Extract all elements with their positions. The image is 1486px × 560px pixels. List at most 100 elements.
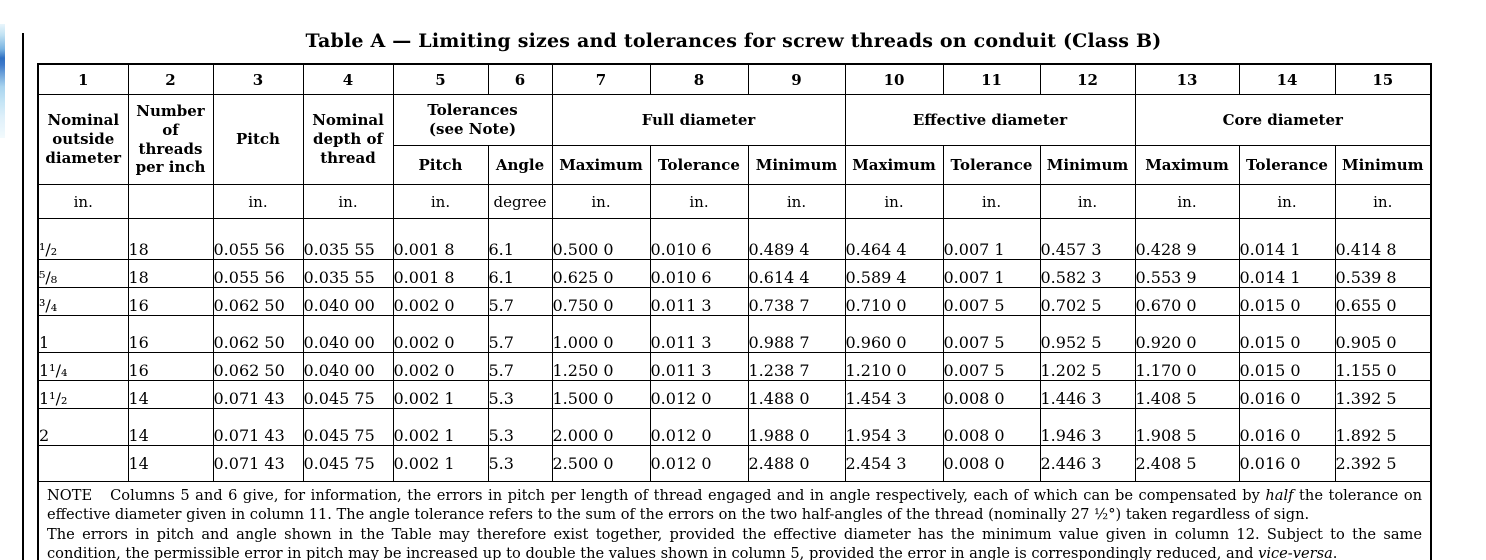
data-cell: 0.539 8 <box>1334 259 1432 288</box>
data-cell: 0.062 50 <box>212 315 304 353</box>
column-number: 10 <box>844 63 944 95</box>
unit-cell: in. <box>212 184 304 219</box>
column-number: 4 <box>302 63 394 95</box>
column-number: 5 <box>392 63 489 95</box>
data-cell: 0.012 0 <box>649 445 749 482</box>
data-cell: 2.000 0 <box>551 408 651 446</box>
data-cell: 14 <box>127 380 214 409</box>
data-cell: 0.738 7 <box>747 287 846 316</box>
note-text: The errors in pitch and angle shown in t… <box>47 525 1422 560</box>
data-cell: 18 <box>127 218 214 260</box>
data-cell: 0.589 4 <box>844 259 944 288</box>
header-nominal-depth-of-thread: Nominal depth of thread <box>302 94 394 185</box>
note-italic-half: half <box>1265 487 1294 504</box>
data-cell: 14 <box>127 445 214 482</box>
data-cell: 0.045 75 <box>302 408 394 446</box>
note-text: the tolerance on effective diameter give… <box>47 487 1423 524</box>
unit-cell: in. <box>844 184 944 219</box>
data-cell: 0.015 0 <box>1238 315 1336 353</box>
data-cell: 0.002 1 <box>392 380 489 409</box>
note-row: NOTE Columns 5 and 6 give, for informatio… <box>37 480 1432 560</box>
unit-cell: in. <box>1039 184 1136 219</box>
data-cell: 0.071 43 <box>212 380 304 409</box>
data-cell: 0.457 3 <box>1039 218 1136 260</box>
data-cell: 0.007 5 <box>942 315 1041 353</box>
data-cell: 0.055 56 <box>212 218 304 260</box>
table-row: 14 0.071 43 0.045 75 0.002 1 5.3 2.500 0 0.012… <box>37 445 1432 482</box>
unit-cell: degree <box>487 184 553 219</box>
data-cell: 0.414 8 <box>1334 218 1432 260</box>
unit-cell: in. <box>392 184 489 219</box>
data-cell: 1.000 0 <box>551 315 651 353</box>
units-row: in. in. in. in. degree in. in. in. in. in. in. in. i… <box>37 184 1432 219</box>
subheader-tolerance-pitch: Pitch <box>392 145 489 185</box>
data-cell: 0.016 0 <box>1238 380 1336 409</box>
column-number: 13 <box>1134 63 1240 95</box>
data-cell: 5.7 <box>487 287 553 316</box>
data-cell: 0.007 5 <box>942 352 1041 381</box>
data-cell: 0.614 4 <box>747 259 846 288</box>
column-number: 11 <box>942 63 1041 95</box>
header-nominal-outside-diameter: Nominal outside diameter <box>37 94 129 185</box>
data-cell: 0.464 4 <box>844 218 944 260</box>
data-cell: 0.960 0 <box>844 315 944 353</box>
data-cell: 0.012 0 <box>649 380 749 409</box>
table-title: Table A — Limiting sizes and tolerances … <box>305 30 1162 52</box>
data-cell: 0.015 0 <box>1238 287 1336 316</box>
data-cell: 0.670 0 <box>1134 287 1240 316</box>
header-core-diameter-group: Core diameter <box>1134 94 1432 146</box>
header-full-diameter-group: Full diameter <box>551 94 846 146</box>
data-cell: 0.040 00 <box>302 352 394 381</box>
data-cell: 0.062 50 <box>212 287 304 316</box>
data-cell: 5.3 <box>487 408 553 446</box>
group-header-row: Nominal outside diameter Number of threa… <box>37 94 1432 185</box>
data-cell: 1.892 5 <box>1334 408 1432 446</box>
column-number: 6 <box>487 63 553 95</box>
table-body: ¹/₂ 18 0.055 56 0.035 55 0.001 8 6.1 0.500 0 0.… <box>37 218 1432 482</box>
data-cell: 0.015 0 <box>1238 352 1336 381</box>
data-cell: 0.011 3 <box>649 352 749 381</box>
data-cell: 0.428 9 <box>1134 218 1240 260</box>
header-pitch: Pitch <box>212 94 304 185</box>
data-cell: 0.002 0 <box>392 352 489 381</box>
data-cell: 0.750 0 <box>551 287 651 316</box>
note-paragraph-2: The errors in pitch and angle shown in t… <box>47 525 1422 560</box>
column-number: 14 <box>1238 63 1336 95</box>
data-cell: 0.008 0 <box>942 380 1041 409</box>
data-cell: 2.446 3 <box>1039 445 1136 482</box>
data-cell: 1.210 0 <box>844 352 944 381</box>
data-cell: 1.908 5 <box>1134 408 1240 446</box>
data-cell: 1.202 5 <box>1039 352 1136 381</box>
header-effective-diameter-group: Effective diameter <box>844 94 1136 146</box>
data-cell: ⁵/₈ <box>37 259 129 288</box>
note-label: NOTE <box>47 487 93 504</box>
subheader-full-maximum: Maximum <box>551 145 651 185</box>
table-row: 1 16 0.062 50 0.040 00 0.002 0 5.7 1.000 0 0.01… <box>37 315 1432 353</box>
unit-cell: in. <box>1238 184 1336 219</box>
data-cell: 16 <box>127 352 214 381</box>
unit-cell: in. <box>1334 184 1432 219</box>
data-cell: 0.007 1 <box>942 259 1041 288</box>
note-text: Columns 5 and 6 give, for information, t… <box>110 487 1266 504</box>
data-cell: 0.905 0 <box>1334 315 1432 353</box>
data-cell: 2.392 5 <box>1334 445 1432 482</box>
subheader-core-maximum: Maximum <box>1134 145 1240 185</box>
data-cell: 0.489 4 <box>747 218 846 260</box>
page-margin-rule <box>22 33 24 560</box>
column-number: 8 <box>649 63 749 95</box>
data-cell: 0.071 43 <box>212 408 304 446</box>
unit-cell: in. <box>551 184 651 219</box>
data-cell: 0.008 0 <box>942 408 1041 446</box>
table-row: 2 14 0.071 43 0.045 75 0.002 1 5.3 2.000 0 0.01… <box>37 408 1432 446</box>
data-cell: 0.655 0 <box>1334 287 1432 316</box>
page-edge-watermark-artifact <box>0 24 5 138</box>
data-cell: 0.625 0 <box>551 259 651 288</box>
data-cell: 0.016 0 <box>1238 445 1336 482</box>
unit-cell: in. <box>747 184 846 219</box>
table-row: ⁵/₈ 18 0.055 56 0.035 55 0.001 8 6.1 0.625 0 0.… <box>37 259 1432 288</box>
note-cell: NOTE Columns 5 and 6 give, for informatio… <box>37 480 1432 560</box>
data-cell: 0.010 6 <box>649 259 749 288</box>
data-cell: 6.1 <box>487 259 553 288</box>
